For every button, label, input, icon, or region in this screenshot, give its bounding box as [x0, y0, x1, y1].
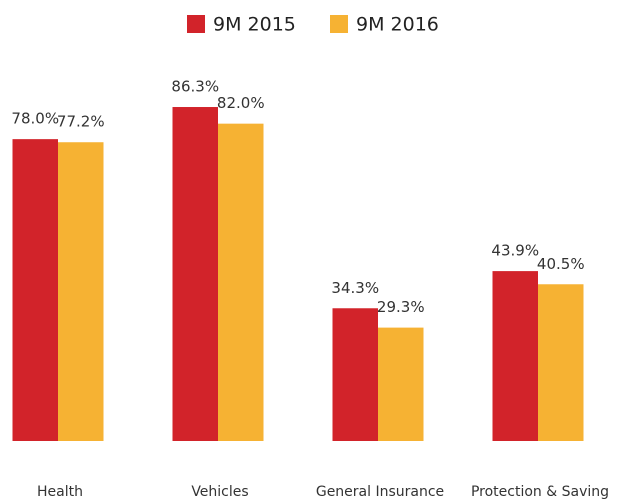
bar [218, 123, 264, 441]
legend-swatch [330, 15, 348, 33]
x-tick-label: Protection & Saving [471, 484, 609, 500]
data-label: 34.3% [331, 279, 379, 297]
bar [492, 271, 538, 441]
bar [58, 142, 104, 441]
bar [332, 308, 378, 441]
x-tick-label: General Insurance [316, 484, 444, 500]
data-label: 77.2% [57, 113, 105, 131]
legend-label: 9M 2015 [213, 14, 296, 36]
bar [172, 107, 218, 442]
legend-swatch [187, 15, 205, 33]
data-label: 86.3% [171, 78, 219, 96]
data-label: 82.0% [217, 94, 265, 112]
bar [12, 139, 58, 441]
data-label: 40.5% [537, 255, 585, 273]
x-tick-label: Health [37, 484, 83, 500]
data-label: 43.9% [491, 242, 539, 260]
data-label: 78.0% [11, 110, 59, 128]
bar [378, 327, 424, 441]
x-tick-label: Vehicles [191, 484, 248, 500]
legend-label: 9M 2016 [356, 14, 439, 36]
bar [538, 284, 584, 441]
data-label: 29.3% [377, 298, 425, 316]
